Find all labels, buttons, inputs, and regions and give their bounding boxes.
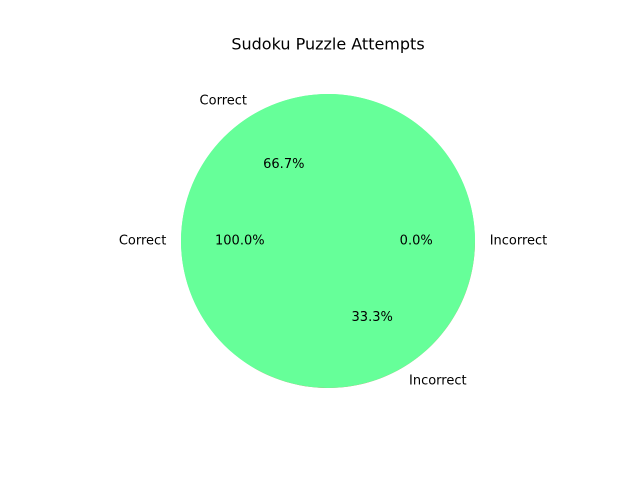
pie1-label-incorrect: Incorrect [409,374,467,389]
pie-labels: Correct 66.7% Incorrect 33.3% Correct 100.0% I… [119,94,547,389]
chart-title: Sudoku Puzzle Attempts [231,35,424,54]
pie2-slice-correct [181,94,475,388]
pie1-label-correct: Correct [200,94,247,109]
pie2-pct-correct: 100.0% [215,234,265,249]
pie2-label-correct: Correct [119,234,166,249]
pie2-pct-incorrect: 0.0% [400,234,433,249]
pie2-label-incorrect: Incorrect [490,234,548,249]
pie-slices [180,93,475,388]
pie1-pct-correct: 66.7% [263,157,304,172]
pie1-pct-incorrect: 33.3% [352,310,393,325]
